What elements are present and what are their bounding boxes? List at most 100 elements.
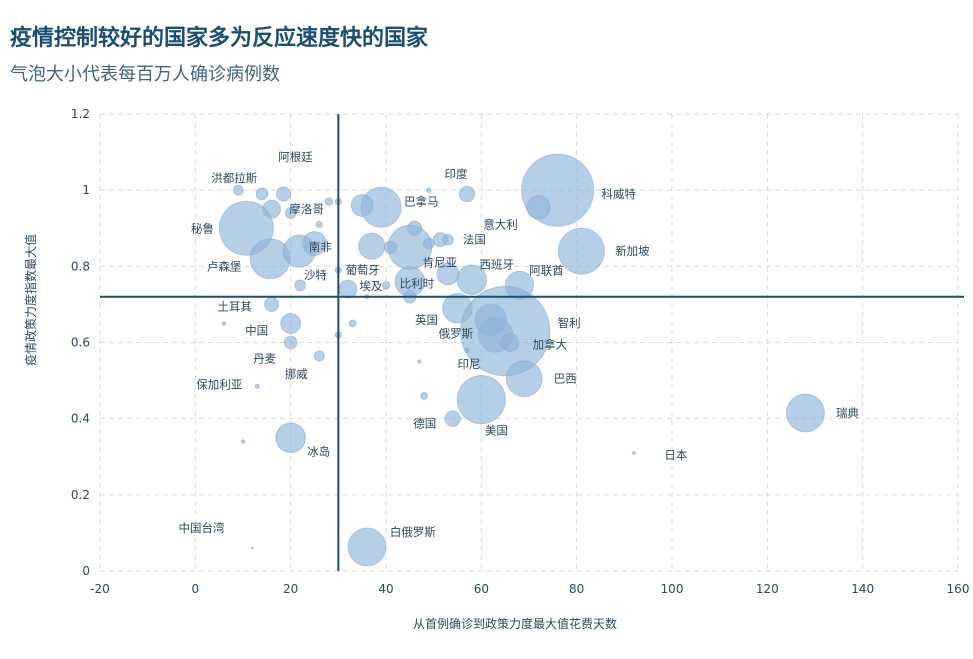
- tick-labels: -20 0 20 40 60 80 100 120 140 16000.20.40.60.811.…: [71, 107, 970, 596]
- point-label: 阿根廷: [278, 150, 313, 164]
- point-label: 瑞典: [836, 406, 859, 420]
- bubble: [282, 234, 316, 268]
- x-tick-label: 60: [474, 582, 489, 596]
- bubble: [255, 187, 269, 201]
- bubble: [631, 451, 636, 455]
- point-label: 葡萄牙: [345, 263, 380, 277]
- point-label: 南非: [309, 240, 332, 254]
- bubble: [240, 439, 246, 444]
- y-tick-label: 0.8: [71, 259, 90, 273]
- x-tick-label: 80: [569, 582, 584, 596]
- point-label: 加拿大: [533, 338, 568, 352]
- bubble: [283, 335, 298, 350]
- point-label: 摩洛哥: [289, 202, 324, 216]
- y-tick-label: 1.2: [71, 107, 90, 121]
- point-label: 洪都拉斯: [211, 171, 257, 185]
- point-label: 保加利亚: [196, 377, 242, 391]
- x-tick-label: 20: [283, 582, 298, 596]
- bubble: [381, 281, 391, 290]
- bubble: [313, 350, 325, 362]
- x-tick-label: 100: [661, 582, 684, 596]
- bubble: [456, 375, 506, 425]
- bubble: [456, 264, 488, 295]
- point-label: 卢森堡: [207, 260, 242, 274]
- bubble: [557, 227, 605, 275]
- x-tick-label: 160: [947, 582, 970, 596]
- x-tick-label: 120: [756, 582, 779, 596]
- bubble: [347, 527, 387, 567]
- y-tick-label: 0: [82, 564, 90, 578]
- point-label: 秘鲁: [191, 221, 214, 235]
- point-label: 土耳其: [217, 299, 252, 313]
- point-label: 英国: [415, 313, 438, 327]
- bubble: [500, 333, 520, 352]
- bubble: [420, 391, 429, 400]
- reference-lines: [100, 114, 964, 571]
- point-label: 科威特: [601, 187, 636, 201]
- chart-subtitle: 气泡大小代表每百万人确诊病例数: [10, 64, 280, 85]
- bubble: [221, 321, 227, 326]
- bubble: [505, 360, 543, 398]
- point-label: 中国台湾: [179, 521, 225, 535]
- point-label: 巴西: [554, 372, 577, 386]
- bubble: [348, 319, 357, 328]
- bubble: [464, 347, 470, 353]
- point-label: 比利时: [400, 277, 435, 291]
- x-tick-label: -20: [90, 582, 110, 596]
- point-label: 日本: [664, 448, 687, 462]
- bubble: [459, 285, 551, 377]
- bubble: [275, 186, 292, 202]
- point-label: 俄罗斯: [439, 327, 474, 341]
- point-label: 法国: [463, 233, 486, 247]
- x-tick-label: 0: [192, 582, 200, 596]
- point-label: 沙特: [304, 268, 327, 282]
- bubble: [360, 186, 402, 228]
- y-tick-label: 1: [82, 183, 90, 197]
- x-tick-label: 140: [851, 582, 874, 596]
- chart-title: 疫情控制较好的国家多为反应速度快的国家: [10, 25, 429, 51]
- bubble: [338, 279, 358, 299]
- bubble: [254, 383, 260, 389]
- point-label: 白俄罗斯: [390, 525, 436, 539]
- bubble: [294, 279, 307, 292]
- point-label: 印尼: [458, 357, 481, 371]
- x-tick-label: 40: [378, 582, 393, 596]
- point-label: 冰岛: [307, 445, 330, 459]
- point-label: 智利: [558, 316, 581, 330]
- bubble: [458, 185, 476, 203]
- bubble: [387, 224, 433, 270]
- bubble: [275, 422, 306, 454]
- point-label: 印度: [445, 167, 468, 181]
- bubble: [232, 184, 244, 196]
- bubbles: [218, 153, 825, 567]
- point-label: 挪威: [285, 367, 308, 381]
- bubble: [284, 207, 297, 219]
- point-label: 阿联酋: [529, 263, 564, 277]
- y-tick-label: 0.6: [71, 336, 90, 350]
- bubble: [417, 359, 422, 364]
- bubble: [324, 197, 334, 206]
- point-label: 丹麦: [253, 352, 276, 366]
- bubble: [521, 153, 595, 227]
- point-label: 肯尼亚: [423, 255, 458, 269]
- point-label: 美国: [485, 424, 508, 438]
- y-tick-label: 0.4: [71, 412, 90, 426]
- point-label: 西班牙: [480, 258, 515, 272]
- point-label: 意大利: [483, 217, 518, 231]
- bubble: [426, 187, 432, 193]
- point-label: 埃及: [359, 279, 382, 293]
- bubble: [444, 410, 461, 427]
- point-label: 巴拿马: [404, 194, 439, 208]
- x-axis-label: 从首例确诊到政策力度最大值花费天数: [413, 616, 617, 631]
- bubble: [251, 546, 255, 550]
- y-tick-label: 0.2: [71, 488, 90, 502]
- point-label: 德国: [413, 417, 436, 431]
- bubble: [315, 220, 323, 229]
- bubble: [432, 232, 448, 248]
- point-label: 新加坡: [615, 244, 650, 258]
- bubble: [264, 296, 280, 312]
- y-axis-label: 疫情政策力度指数最大值: [23, 234, 38, 366]
- bubble: [280, 312, 302, 334]
